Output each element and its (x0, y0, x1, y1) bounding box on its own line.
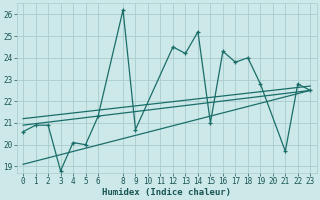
X-axis label: Humidex (Indice chaleur): Humidex (Indice chaleur) (102, 188, 231, 197)
